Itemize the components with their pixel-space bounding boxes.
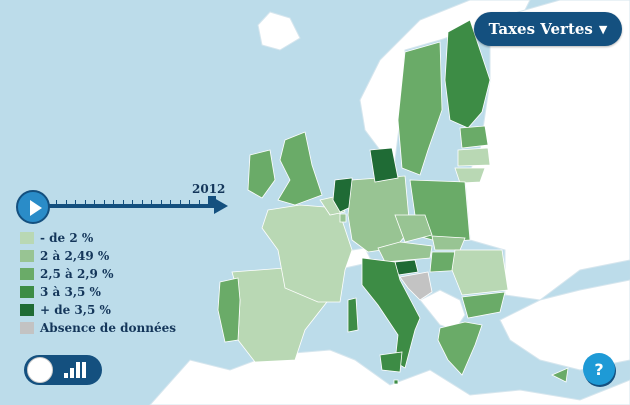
- timeline-tick: [65, 200, 67, 205]
- country-sweden[interactable]: [397, 41, 443, 176]
- arrow-icon: [214, 198, 228, 214]
- legend-label: 3 à 3,5 %: [40, 285, 101, 299]
- timeline-tick: [56, 200, 57, 205]
- country-austria[interactable]: [377, 241, 433, 263]
- timeline-tick: [75, 200, 76, 205]
- country-cyprus[interactable]: [551, 367, 569, 383]
- legend-label: Absence de données: [40, 321, 177, 335]
- legend-item: Absence de données: [20, 319, 176, 337]
- legend-label: 2 à 2,49 %: [40, 249, 110, 263]
- country-czechia[interactable]: [394, 214, 433, 243]
- view-toggle[interactable]: [24, 355, 102, 385]
- country-croatia[interactable]: [399, 271, 433, 301]
- legend: - de 2 % 2 à 2,49 % 2,5 à 2,9 % 3 à 3,5 % + …: [20, 229, 176, 337]
- country-ireland[interactable]: [247, 149, 276, 199]
- timeline-tick: [189, 200, 190, 205]
- land-turkey: [499, 279, 630, 371]
- timeline-tick: [160, 200, 162, 205]
- legend-item: + de 3,5 %: [20, 301, 176, 319]
- country-lithuania[interactable]: [454, 167, 486, 184]
- timeline-tick: [151, 200, 152, 205]
- timeline-tick: [132, 200, 133, 205]
- timeline-tick: [113, 200, 114, 205]
- timeline-tick: [179, 200, 181, 205]
- timeline-tick: [198, 200, 200, 205]
- legend-swatch: [20, 268, 34, 280]
- legend-item: - de 2 %: [20, 229, 176, 247]
- country-bulgaria[interactable]: [461, 291, 506, 319]
- legend-label: + de 3,5 %: [40, 303, 111, 317]
- timeline-handle[interactable]: [208, 196, 216, 208]
- land-iceland: [257, 11, 301, 51]
- timeline-tick: [103, 200, 105, 205]
- country-slovakia[interactable]: [431, 235, 466, 251]
- country-greece[interactable]: [437, 321, 483, 376]
- country-italy[interactable]: [347, 297, 359, 333]
- legend-item: 3 à 3,5 %: [20, 283, 176, 301]
- timeline-tick: [94, 200, 95, 205]
- help-button[interactable]: ?: [583, 353, 615, 385]
- timeline: 2012: [16, 182, 231, 224]
- land-africa: [149, 349, 630, 405]
- toggle-knob: [27, 357, 53, 383]
- indicator-label: Taxes Vertes: [488, 20, 593, 38]
- country-latvia[interactable]: [457, 147, 491, 167]
- legend-swatch: [20, 322, 34, 334]
- country-italy[interactable]: [379, 351, 403, 373]
- country-slovenia[interactable]: [394, 259, 419, 276]
- country-finland[interactable]: [444, 19, 491, 129]
- legend-item: 2 à 2,49 %: [20, 247, 176, 265]
- country-italy[interactable]: [361, 257, 421, 369]
- timeline-tick: [122, 200, 124, 205]
- timeline-tick: [84, 200, 86, 205]
- country-germany[interactable]: [347, 175, 411, 253]
- legend-label: 2,5 à 2,9 %: [40, 267, 114, 281]
- timeline-track[interactable]: [48, 204, 216, 208]
- legend-swatch: [20, 286, 34, 298]
- timeline-tick: [170, 200, 171, 205]
- country-estonia[interactable]: [459, 125, 489, 149]
- legend-swatch: [20, 250, 34, 262]
- legend-label: - de 2 %: [40, 231, 94, 245]
- timeline-tick: [141, 200, 143, 205]
- country-malta[interactable]: [393, 379, 399, 385]
- country-denmark[interactable]: [369, 147, 399, 183]
- country-portugal[interactable]: [217, 277, 241, 343]
- caret-down-icon: ▼: [598, 22, 608, 36]
- legend-swatch: [20, 232, 34, 244]
- indicator-dropdown[interactable]: Taxes Vertes ▼: [474, 12, 622, 46]
- legend-item: 2,5 à 2,9 %: [20, 265, 176, 283]
- bar-chart-icon: [64, 362, 86, 378]
- legend-swatch: [20, 304, 34, 316]
- country-luxembourg[interactable]: [339, 213, 347, 223]
- country-uk[interactable]: [277, 131, 323, 206]
- timeline-year: 2012: [192, 182, 226, 196]
- country-romania[interactable]: [451, 249, 509, 296]
- play-button[interactable]: [16, 190, 50, 224]
- land-balkans: [419, 289, 466, 331]
